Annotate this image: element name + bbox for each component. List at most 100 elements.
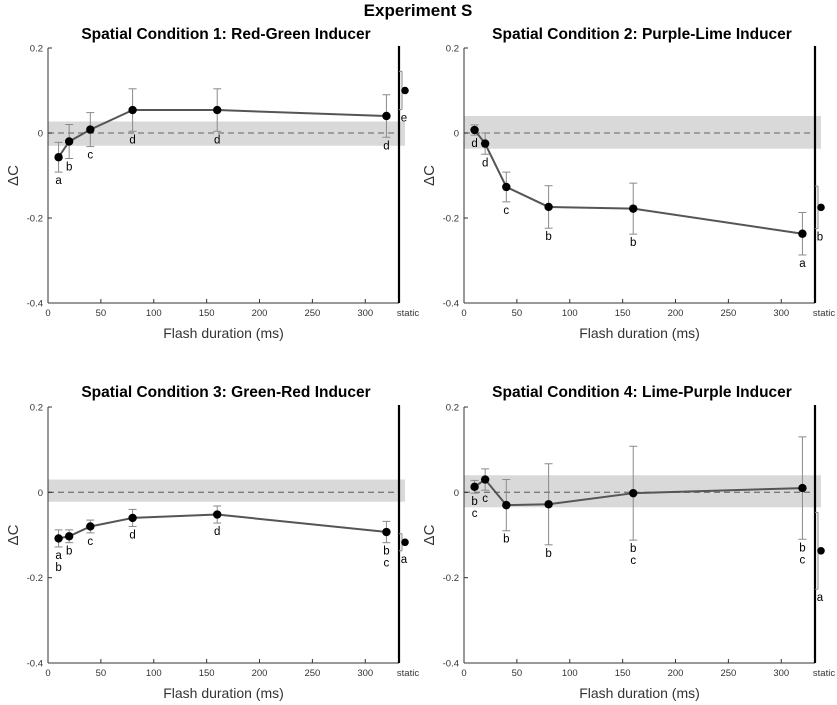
data-point <box>470 125 479 135</box>
significance-letter: c <box>87 150 93 162</box>
x-tick-label: 0 <box>461 308 466 319</box>
significance-letter: a <box>799 258 806 270</box>
x-tick-label: 150 <box>615 308 631 319</box>
x-axis-label: Flash duration (ms) <box>579 325 700 341</box>
data-point <box>54 534 63 543</box>
static-significance-letter: b <box>817 232 823 244</box>
significance-letter: b <box>545 548 551 560</box>
significance-letter: d <box>214 134 220 146</box>
y-tick-label: 0.2 <box>446 44 459 55</box>
x-tick-label: 100 <box>562 668 578 679</box>
significance-letter: b <box>630 543 636 555</box>
static-tick-label: static <box>813 308 835 319</box>
data-point <box>798 229 807 238</box>
x-tick-label: 50 <box>96 308 107 319</box>
static-tick-label: static <box>397 668 419 679</box>
static-data-point <box>817 203 825 212</box>
data-point <box>470 482 479 491</box>
data-point <box>480 139 490 148</box>
static-significance-letter: e <box>401 113 407 125</box>
panel-title: Spatial Condition 4: Lime-Purple Inducer <box>492 384 792 401</box>
x-tick-label: 250 <box>304 668 320 679</box>
x-tick-label: 150 <box>199 668 215 679</box>
x-tick-label: 100 <box>562 308 578 319</box>
x-tick-label: 50 <box>512 308 523 319</box>
significance-letter: d <box>129 529 135 541</box>
significance-letter: d <box>129 134 135 146</box>
y-axis-label: ΔC <box>5 165 22 186</box>
significance-letter: d <box>482 157 488 169</box>
significance-letter: b <box>545 231 551 243</box>
x-tick-label: 50 <box>512 668 523 679</box>
x-tick-label: 300 <box>773 308 789 319</box>
y-tick-label: -0.4 <box>443 659 459 670</box>
static-tick-label: static <box>813 668 835 679</box>
x-tick-label: 0 <box>45 308 50 319</box>
static-data-point <box>401 86 409 95</box>
data-point <box>128 513 137 523</box>
y-tick-label: -0.4 <box>27 659 43 670</box>
significance-letter: c <box>384 558 390 570</box>
significance-letter: b <box>503 534 509 546</box>
data-point <box>86 125 95 134</box>
y-tick-label: -0.4 <box>27 299 43 310</box>
data-point <box>86 522 95 531</box>
significance-letter: b <box>383 546 389 558</box>
x-axis-label: Flash duration (ms) <box>163 685 284 701</box>
y-tick-label: 0.2 <box>30 403 43 414</box>
y-tick-label: -0.2 <box>443 214 459 225</box>
x-tick-label: 250 <box>304 308 320 319</box>
significance-letter: b <box>630 237 636 249</box>
x-tick-label: 50 <box>96 668 107 679</box>
x-tick-label: 0 <box>461 668 466 679</box>
y-axis-label: ΔC <box>5 524 22 545</box>
data-point <box>54 153 63 162</box>
data-point <box>213 510 222 519</box>
significance-letter: d <box>471 138 477 150</box>
data-point <box>128 105 137 115</box>
y-tick-label: 0 <box>454 488 459 499</box>
y-tick-label: -0.2 <box>27 573 43 584</box>
significance-letter: b <box>66 546 72 558</box>
significance-letter: b <box>471 496 477 508</box>
significance-letter: c <box>472 508 478 520</box>
x-tick-label: 200 <box>252 308 268 319</box>
x-tick-label: 300 <box>357 308 373 319</box>
data-point <box>64 137 74 146</box>
x-tick-label: 0 <box>45 668 50 679</box>
significance-letter: c <box>482 493 488 505</box>
static-data-point <box>817 546 825 555</box>
panel-3: 0.20-0.2-0.40 50 100 150 200 250 300 staticSpat… <box>5 384 419 701</box>
significance-letter: a <box>55 550 62 562</box>
x-tick-label: 300 <box>773 668 789 679</box>
y-tick-label: 0.2 <box>30 44 43 55</box>
significance-letter: d <box>383 140 389 152</box>
panel-2: 0.20-0.2-0.40 50 100 150 200 250 300 staticSpat… <box>421 26 835 341</box>
data-point <box>382 111 391 121</box>
panel-4: 0.20-0.2-0.40 50 100 150 200 250 300 staticSpat… <box>421 384 835 701</box>
x-tick-label: 200 <box>668 668 684 679</box>
data-point <box>382 527 391 537</box>
series-line <box>58 513 387 540</box>
data-point <box>798 483 807 493</box>
x-tick-label: 100 <box>146 308 162 319</box>
significance-letter: c <box>87 536 93 548</box>
significance-letter: c <box>630 555 636 567</box>
data-point <box>213 105 222 115</box>
data-point <box>502 500 511 510</box>
x-tick-label: 300 <box>357 668 373 679</box>
static-data-point <box>401 538 409 547</box>
x-tick-label: 100 <box>146 668 162 679</box>
panel-title: Spatial Condition 3: Green-Red Inducer <box>81 384 370 401</box>
data-point <box>480 475 490 484</box>
significance-letter: d <box>214 526 220 538</box>
significance-letter: a <box>55 175 62 187</box>
x-tick-label: 250 <box>720 668 736 679</box>
x-tick-label: 150 <box>199 308 215 319</box>
x-tick-label: 200 <box>668 308 684 319</box>
x-axis-label: Flash duration (ms) <box>163 325 284 341</box>
shaded-band <box>464 475 821 508</box>
significance-letter: c <box>800 554 806 566</box>
y-tick-label: -0.4 <box>443 299 459 310</box>
